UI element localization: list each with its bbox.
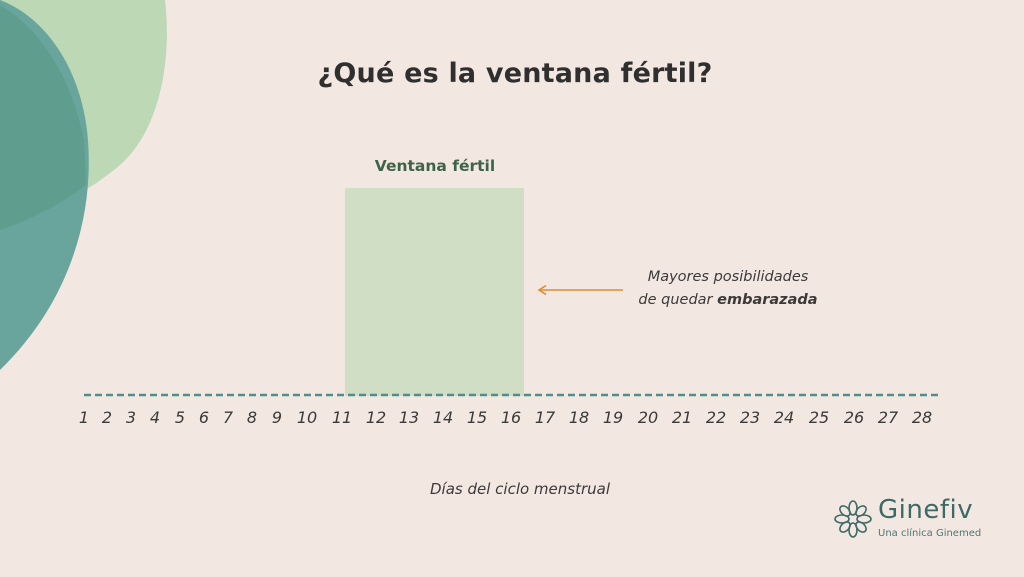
- day-label: 16: [500, 408, 522, 427]
- day-labels: 1 2 3 4 5 6 7 8 9 10 11 12 13 14 15 16 17 18 19 20 21 22 23 24 2…: [0, 408, 1024, 432]
- callout-line-1: Mayores posibilidades: [647, 269, 809, 285]
- day-label: 8: [246, 408, 258, 427]
- axis-caption: Días del ciclo menstrual: [429, 480, 611, 498]
- day-label: 12: [365, 408, 387, 427]
- day-label: 28: [911, 408, 933, 427]
- flower-logo-icon: [834, 500, 872, 538]
- day-label: 22: [705, 408, 727, 427]
- arrow-left-icon: [537, 284, 623, 296]
- callout-line-2-prefix: de quedar: [638, 292, 718, 308]
- day-label: 2: [101, 408, 113, 427]
- day-label: 3: [125, 408, 137, 427]
- day-label: 13: [398, 408, 420, 427]
- fertile-window-label: Ventana fértil: [374, 157, 496, 175]
- logo-name: Ginefiv: [878, 495, 974, 525]
- decorative-blobs: [0, 0, 167, 370]
- day-label: 1: [78, 408, 90, 427]
- day-label: 27: [877, 408, 899, 427]
- overlap-blob: [0, 5, 86, 230]
- day-label: 10: [296, 408, 318, 427]
- day-label: 6: [198, 408, 210, 427]
- day-label: 11: [331, 408, 353, 427]
- day-label: 15: [466, 408, 488, 427]
- day-label: 14: [432, 408, 454, 427]
- day-label: 5: [174, 408, 186, 427]
- day-label: 21: [671, 408, 693, 427]
- cycle-axis: [84, 393, 942, 397]
- callout-emphasis: embarazada: [717, 292, 818, 308]
- day-label: 25: [808, 408, 830, 427]
- callout-line-2: de quedar embarazada: [608, 289, 848, 312]
- day-label: 17: [534, 408, 556, 427]
- logo-tagline: Una clínica Ginemed: [878, 528, 982, 539]
- day-label: 26: [843, 408, 865, 427]
- page-title: ¿Qué es la ventana fértil?: [317, 58, 713, 89]
- brand-logo: Ginefiv Una clínica Ginemed: [834, 495, 1004, 547]
- callout-text: Mayores posibilidades de quedar embaraza…: [608, 266, 848, 312]
- day-label: 20: [637, 408, 659, 427]
- day-label: 18: [568, 408, 590, 427]
- day-label: 19: [602, 408, 624, 427]
- day-label: 4: [149, 408, 161, 427]
- day-label: 7: [222, 408, 234, 427]
- day-label: 9: [271, 408, 283, 427]
- day-label: 24: [773, 408, 795, 427]
- fertile-window-highlight: [345, 188, 524, 396]
- day-label: 23: [739, 408, 761, 427]
